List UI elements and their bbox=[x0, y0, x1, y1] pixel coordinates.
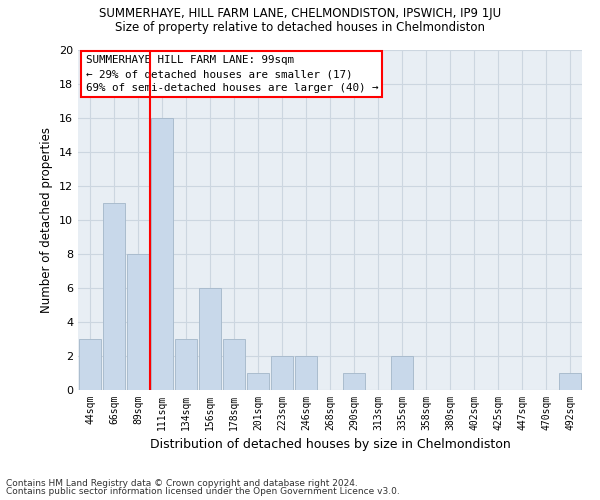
Text: Contains public sector information licensed under the Open Government Licence v3: Contains public sector information licen… bbox=[6, 487, 400, 496]
Bar bbox=[391, 356, 413, 390]
Bar bbox=[127, 254, 149, 390]
Bar bbox=[295, 356, 317, 390]
Bar bbox=[175, 339, 197, 390]
Bar bbox=[223, 339, 245, 390]
Text: SUMMERHAYE HILL FARM LANE: 99sqm
← 29% of detached houses are smaller (17)
69% o: SUMMERHAYE HILL FARM LANE: 99sqm ← 29% o… bbox=[86, 55, 378, 93]
Bar bbox=[199, 288, 221, 390]
Bar bbox=[343, 373, 365, 390]
X-axis label: Distribution of detached houses by size in Chelmondiston: Distribution of detached houses by size … bbox=[149, 438, 511, 452]
Y-axis label: Number of detached properties: Number of detached properties bbox=[40, 127, 53, 313]
Text: SUMMERHAYE, HILL FARM LANE, CHELMONDISTON, IPSWICH, IP9 1JU: SUMMERHAYE, HILL FARM LANE, CHELMONDISTO… bbox=[99, 8, 501, 20]
Bar bbox=[247, 373, 269, 390]
Bar bbox=[271, 356, 293, 390]
Text: Contains HM Land Registry data © Crown copyright and database right 2024.: Contains HM Land Registry data © Crown c… bbox=[6, 478, 358, 488]
Text: Size of property relative to detached houses in Chelmondiston: Size of property relative to detached ho… bbox=[115, 21, 485, 34]
Bar bbox=[559, 373, 581, 390]
Bar bbox=[79, 339, 101, 390]
Bar bbox=[151, 118, 173, 390]
Bar bbox=[103, 203, 125, 390]
